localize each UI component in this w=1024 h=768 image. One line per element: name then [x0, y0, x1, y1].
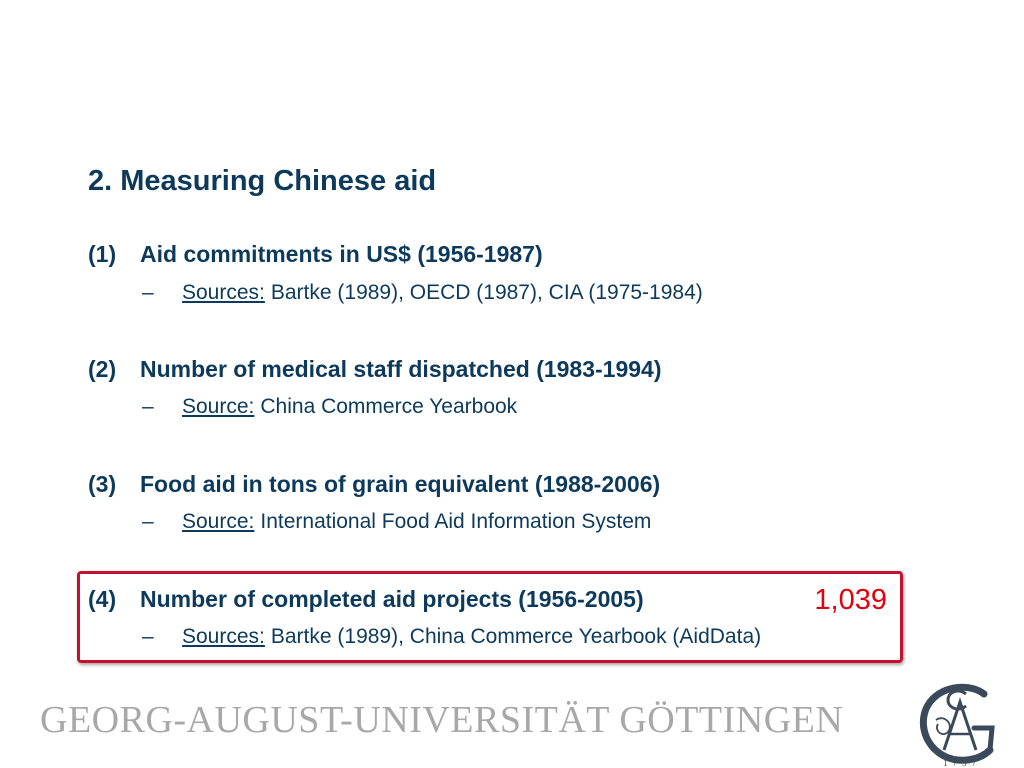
item-source-1: – Sources: Bartke (1989), OECD (1987), CIA… [142, 279, 703, 307]
item-heading-2: (2) Number of medical staff dispatched (1… [88, 354, 662, 384]
source-label-4: Sources: [182, 625, 265, 648]
source-label-3: Source: [182, 510, 255, 533]
item-heading-1: (1) Aid commitments in US$ (1956-1987) [88, 239, 543, 269]
university-name: GEORG-AUGUST-UNIVERSITÄT GÖTTINGEN [40, 699, 844, 741]
highlight-box [77, 571, 903, 663]
item-source-2: – Source: China Commerce Yearbook [142, 393, 517, 421]
source-label-2: Source: [182, 395, 255, 418]
item-source-3: – Source: International Food Aid Informati… [142, 508, 651, 536]
source-text-2: China Commerce Yearbook [260, 395, 518, 418]
item-heading-text-4: Number of completed aid projects (1956-2… [140, 586, 644, 612]
item-heading-text-2: Number of medical staff dispatched (1983… [140, 356, 662, 382]
source-text-1: Bartke (1989), OECD (1987), CIA (1975-19… [270, 281, 703, 304]
item-number-1: (1) [88, 241, 117, 267]
source-text-3: International Food Aid Information Syste… [260, 510, 652, 533]
university-seal-icon: 1737 [919, 683, 995, 768]
item-number-3: (3) [88, 471, 117, 497]
project-count-value: 1,039 [814, 584, 887, 616]
source-dash-4: – [142, 625, 154, 648]
item-number-2: (2) [88, 356, 117, 382]
item-heading-text-1: Aid commitments in US$ (1956-1987) [140, 241, 543, 267]
item-heading-text-3: Food aid in tons of grain equivalent (19… [140, 471, 661, 497]
source-dash-1: – [142, 281, 154, 304]
source-text-4: Bartke (1989), China Commerce Yearbook (… [270, 625, 762, 648]
item-source-4: – Sources: Bartke (1989), China Commerce Y… [142, 623, 761, 651]
slide-title: 2. Measuring Chinese aid [88, 165, 437, 197]
source-dash-2: – [142, 395, 154, 418]
source-label-1: Sources: [182, 281, 265, 304]
source-dash-3: – [142, 510, 154, 533]
item-heading-4: (4) Number of completed aid projects (195… [88, 584, 644, 614]
item-number-4: (4) [88, 586, 117, 612]
item-heading-3: (3) Food aid in tons of grain equivalent … [88, 469, 660, 499]
logo-year: 1737 [943, 758, 981, 768]
